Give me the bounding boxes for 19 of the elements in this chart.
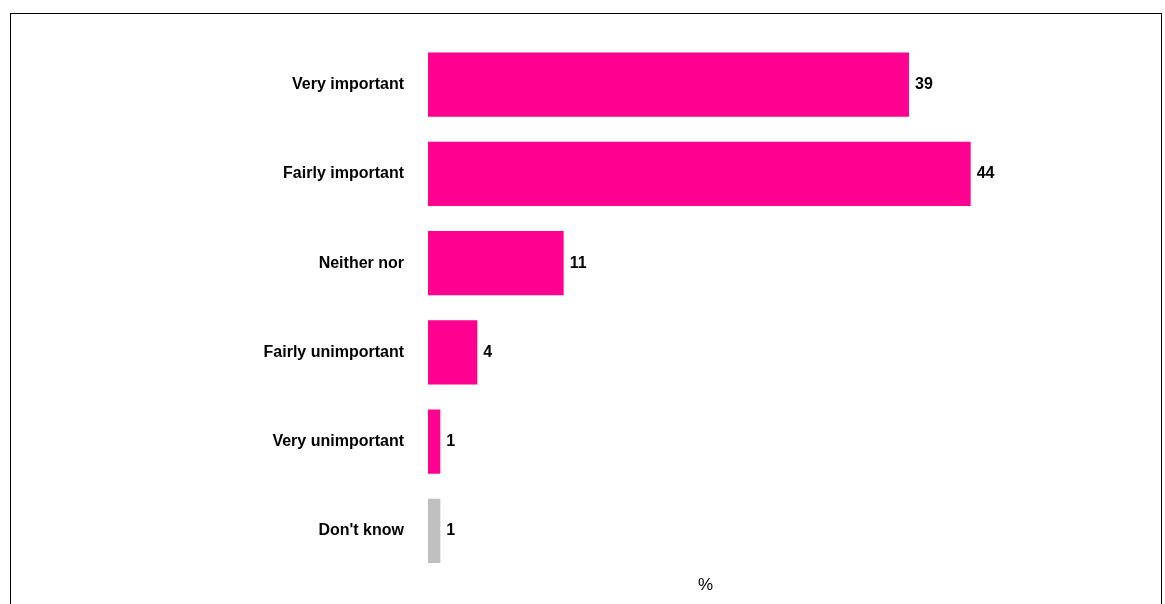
y-tick-label: Fairly important [283, 164, 405, 182]
data-label: 44 [976, 164, 995, 182]
x-axis-title: % [697, 575, 714, 595]
y-tick-label: Very important [291, 75, 405, 93]
data-label: 1 [446, 521, 456, 539]
data-label: 11 [569, 253, 587, 271]
bar [428, 141, 971, 207]
y-tick-label: Don't know [318, 521, 405, 539]
data-label: 1 [446, 432, 456, 450]
y-tick-label: Neither nor [318, 253, 404, 271]
data-label: 39 [915, 75, 933, 93]
bar [428, 498, 441, 564]
y-tick-label: Fairly unimportant [263, 342, 405, 360]
bar [428, 231, 564, 296]
bar [428, 320, 478, 385]
data-label: 4 [483, 342, 493, 360]
bar [428, 52, 909, 117]
bar [428, 409, 441, 474]
y-tick-label: Very unimportant [272, 432, 405, 450]
